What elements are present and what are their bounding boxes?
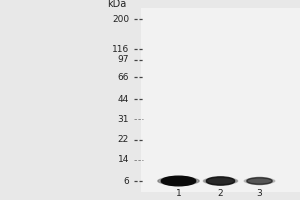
Text: 44: 44 <box>118 95 129 104</box>
Text: 97: 97 <box>118 55 129 64</box>
Text: 66: 66 <box>118 72 129 82</box>
Ellipse shape <box>161 176 196 186</box>
Text: kDa: kDa <box>107 0 126 9</box>
Text: 3: 3 <box>256 189 262 198</box>
Ellipse shape <box>158 177 199 185</box>
Ellipse shape <box>206 177 235 185</box>
Ellipse shape <box>203 178 238 184</box>
Text: 200: 200 <box>112 15 129 23</box>
Text: 2: 2 <box>218 189 223 198</box>
Text: 6: 6 <box>123 176 129 186</box>
Text: 31: 31 <box>118 114 129 123</box>
Text: 14: 14 <box>118 156 129 164</box>
Text: 22: 22 <box>118 136 129 144</box>
Text: 116: 116 <box>112 45 129 53</box>
FancyBboxPatch shape <box>141 8 300 192</box>
Ellipse shape <box>247 178 272 184</box>
Ellipse shape <box>244 178 275 184</box>
Text: 1: 1 <box>176 189 182 198</box>
